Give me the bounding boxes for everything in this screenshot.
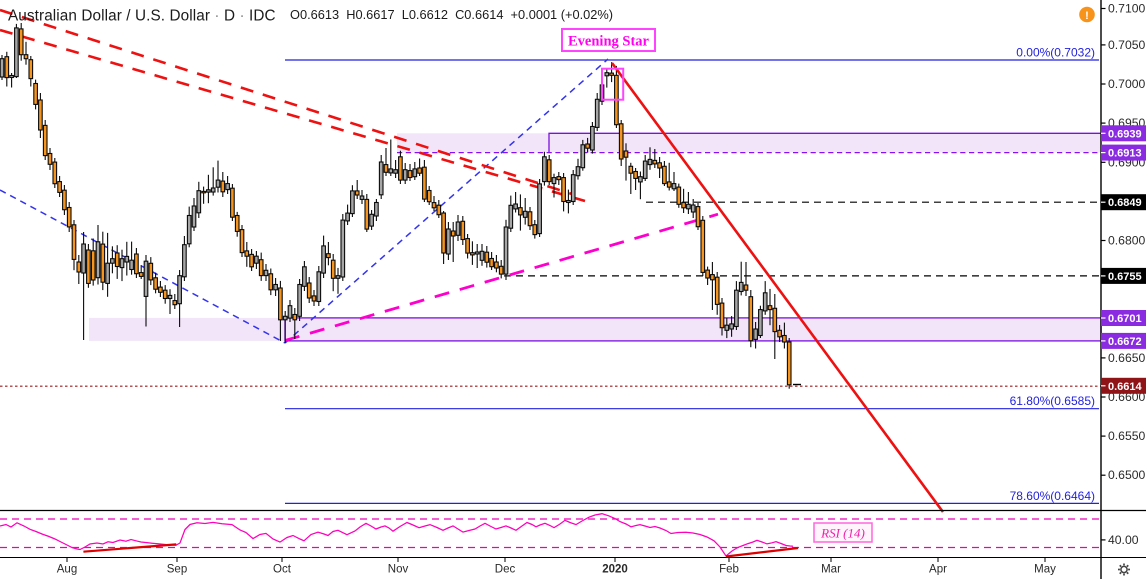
svg-text:2020: 2020 [602,564,628,576]
svg-text:0.6650: 0.6650 [1108,351,1145,365]
svg-text:0.6701: 0.6701 [1108,313,1142,325]
svg-text:0.6849: 0.6849 [1108,197,1142,209]
svg-text:!: ! [1085,10,1089,22]
svg-text:0.00%(0.7032): 0.00%(0.7032) [1016,46,1095,60]
svg-text:Evening Star: Evening Star [568,34,650,50]
svg-text:0.7100: 0.7100 [1108,2,1145,16]
svg-text:Oct: Oct [273,564,292,576]
svg-text:Nov: Nov [388,564,409,576]
svg-text:Dec: Dec [495,564,516,576]
svg-text:0.6672: 0.6672 [1108,336,1142,348]
svg-text:0.6913: 0.6913 [1108,148,1142,160]
svg-text:0.6500: 0.6500 [1108,468,1145,482]
svg-text:Mar: Mar [821,564,841,576]
svg-text:0.6939: 0.6939 [1108,128,1142,140]
svg-text:0.6614: 0.6614 [1108,381,1143,393]
svg-text:Sep: Sep [167,564,187,576]
svg-text:0.7000: 0.7000 [1108,77,1145,91]
svg-text:40.00: 40.00 [1108,533,1139,547]
svg-text:0.6755: 0.6755 [1108,271,1142,283]
svg-text:Aug: Aug [57,564,77,576]
svg-text:Feb: Feb [719,564,739,576]
svg-text:0.7050: 0.7050 [1108,38,1145,52]
svg-text:Australian Dollar / U.S. Dolla: Australian Dollar / U.S. Dollar · D · ID… [8,8,276,25]
svg-text:78.60%(0.6464): 78.60%(0.6464) [1010,489,1095,503]
svg-text:0.6800: 0.6800 [1108,234,1145,248]
svg-text:Apr: Apr [929,564,947,576]
svg-text:RSI (14): RSI (14) [820,526,865,541]
svg-text:61.80%(0.6585): 61.80%(0.6585) [1010,394,1095,408]
svg-text:May: May [1034,564,1056,576]
svg-text:O0.6613 H0.6617 L0.6612 C0.: O0.6613 H0.6617 L0.6612 C0.6614 +0.0001 … [290,7,613,22]
svg-text:0.6550: 0.6550 [1108,429,1145,443]
